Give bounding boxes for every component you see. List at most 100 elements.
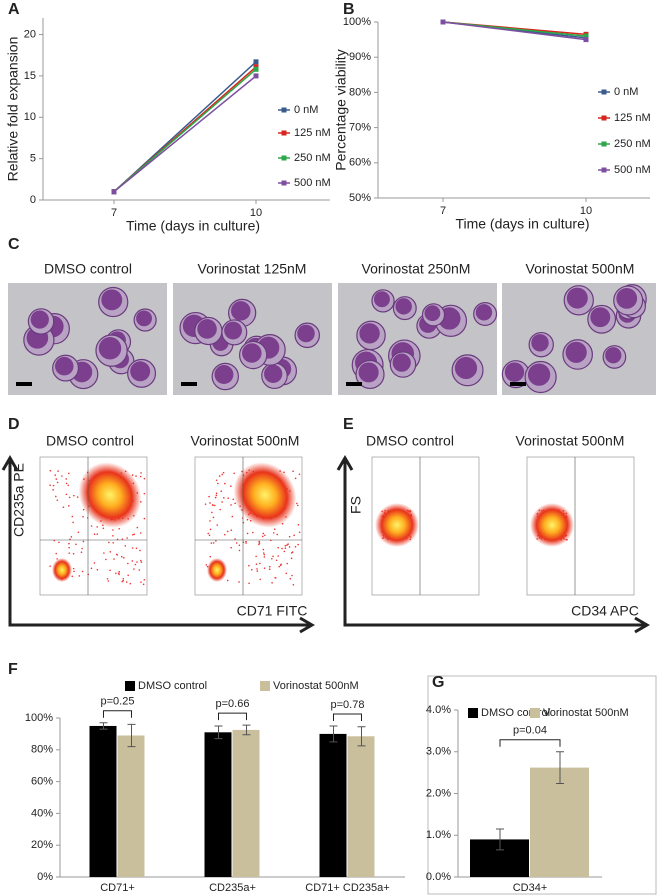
event-dot bbox=[246, 532, 249, 535]
event-dot bbox=[252, 531, 254, 534]
event-dot bbox=[126, 537, 128, 539]
p-value: p=0.66 bbox=[216, 698, 250, 710]
cell-nucleus bbox=[504, 362, 525, 382]
arrow-head bbox=[336, 455, 354, 471]
panel-letter: B bbox=[343, 1, 355, 18]
event-dot bbox=[102, 527, 105, 530]
event-dot bbox=[268, 568, 271, 571]
panel-letter: C bbox=[8, 236, 20, 253]
event-dot bbox=[120, 555, 123, 558]
error-bar bbox=[496, 828, 504, 851]
error-bar bbox=[556, 751, 564, 784]
event-dot bbox=[134, 563, 137, 566]
legend-swatch bbox=[530, 708, 540, 718]
image-title: Vorinostat 250nM bbox=[362, 261, 471, 277]
event-dot bbox=[96, 526, 99, 528]
y-axis-label: Percentage viability bbox=[333, 49, 349, 170]
event-dot bbox=[223, 497, 225, 499]
event-dot bbox=[221, 501, 223, 503]
event-dot bbox=[287, 543, 289, 545]
event-dot bbox=[61, 475, 63, 477]
event-dot bbox=[294, 477, 297, 480]
event-dot bbox=[205, 564, 208, 566]
cell-nucleus bbox=[264, 364, 283, 383]
image-title: DMSO control bbox=[44, 261, 132, 277]
event-dot bbox=[106, 577, 109, 580]
cell-nucleus bbox=[475, 304, 493, 321]
event-dot bbox=[115, 572, 117, 575]
event-dot bbox=[296, 504, 299, 507]
event-dot bbox=[115, 553, 118, 556]
axis-label: CD34 APC bbox=[571, 603, 639, 619]
bar bbox=[204, 732, 232, 877]
event-dot bbox=[72, 567, 75, 570]
bar bbox=[319, 733, 347, 877]
event-dot bbox=[298, 473, 301, 476]
event-dot bbox=[294, 545, 297, 548]
event-dot bbox=[73, 570, 75, 573]
event-dot bbox=[96, 568, 99, 571]
event-dot bbox=[232, 498, 235, 501]
event-dot bbox=[140, 581, 142, 583]
event-dot bbox=[286, 562, 289, 565]
event-dot bbox=[230, 504, 232, 506]
event-dot bbox=[129, 582, 132, 585]
x-tick-label: CD71+ CD235a+ bbox=[305, 882, 389, 894]
event-dot bbox=[258, 540, 261, 543]
bar bbox=[89, 725, 117, 877]
event-dot bbox=[263, 556, 266, 558]
y-tick-label: 10 bbox=[24, 111, 36, 123]
event-dot bbox=[296, 502, 298, 505]
y-tick-label: 40% bbox=[31, 807, 53, 819]
event-dot bbox=[264, 534, 266, 537]
cell-nucleus bbox=[454, 356, 478, 380]
plot-title: Vorinostat 500nM bbox=[516, 433, 625, 449]
event-dot bbox=[248, 582, 250, 585]
legend-marker bbox=[601, 115, 607, 121]
event-dot bbox=[274, 528, 276, 530]
axis-arrow bbox=[8, 460, 310, 627]
event-dot bbox=[81, 570, 84, 573]
event-dot bbox=[218, 475, 221, 477]
event-dot bbox=[68, 542, 70, 545]
axis-label: FS bbox=[348, 496, 364, 514]
event-dot bbox=[277, 555, 279, 557]
significance-bracket bbox=[499, 739, 561, 747]
event-dot bbox=[271, 582, 273, 584]
event-dot bbox=[135, 475, 137, 477]
event-dot bbox=[67, 484, 70, 487]
event-dot bbox=[286, 544, 288, 546]
event-dot bbox=[216, 524, 219, 526]
arrow-head bbox=[299, 616, 315, 634]
legend-label: 0 nM bbox=[294, 104, 318, 116]
event-dot bbox=[49, 469, 52, 472]
series-line bbox=[113, 68, 257, 193]
event-dot bbox=[58, 541, 60, 544]
cell-nucleus bbox=[590, 307, 611, 328]
event-dot bbox=[262, 532, 265, 535]
event-dot bbox=[68, 496, 71, 499]
legend-label: Vorinostat 500nM bbox=[273, 680, 359, 692]
event-dot bbox=[124, 545, 127, 547]
error-bar bbox=[329, 725, 338, 743]
event-dot bbox=[54, 474, 57, 476]
event-dot bbox=[288, 546, 291, 548]
event-dot bbox=[143, 492, 146, 495]
cell-nucleus bbox=[30, 310, 49, 329]
event-dot bbox=[255, 563, 258, 565]
y-tick-label: 0.0% bbox=[426, 871, 451, 883]
event-dot bbox=[272, 532, 275, 534]
event-dot bbox=[224, 482, 226, 485]
cell-nucleus bbox=[565, 341, 587, 363]
y-tick-label: 5 bbox=[30, 153, 36, 165]
legend-label: 500 nM bbox=[614, 164, 651, 176]
legend-label: DMSO control bbox=[138, 680, 207, 692]
data-point bbox=[583, 33, 589, 39]
event-dot bbox=[275, 559, 278, 562]
y-tick-label: 20% bbox=[31, 839, 53, 851]
error-bar bbox=[99, 722, 108, 730]
bar bbox=[347, 736, 375, 877]
event-dot bbox=[291, 551, 294, 553]
panel-letter: E bbox=[343, 416, 354, 433]
event-dot bbox=[223, 533, 226, 536]
